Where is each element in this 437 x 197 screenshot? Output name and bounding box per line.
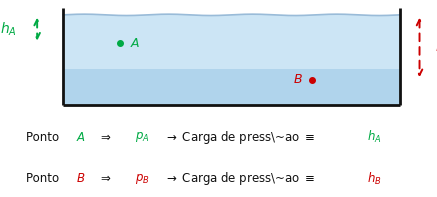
Text: $\mathit{p}_{B}$: $\mathit{p}_{B}$ xyxy=(135,172,150,186)
Text: $\mathit{A}$: $\mathit{A}$ xyxy=(130,37,140,50)
Text: $\Rightarrow$: $\Rightarrow$ xyxy=(94,172,114,185)
Bar xyxy=(63,69,400,105)
Text: $\mathit{h}_{A}$: $\mathit{h}_{A}$ xyxy=(367,129,382,145)
Text: $\mathit{h}_{A}$: $\mathit{h}_{A}$ xyxy=(0,20,17,38)
Text: Ponto: Ponto xyxy=(26,131,63,144)
Text: Ponto: Ponto xyxy=(26,172,63,185)
Text: $\rightarrow$ Carga de press\~ao $\equiv$: $\rightarrow$ Carga de press\~ao $\equiv… xyxy=(160,170,319,187)
Text: $\mathit{A}$: $\mathit{A}$ xyxy=(76,131,87,144)
Text: $\mathit{B}$: $\mathit{B}$ xyxy=(76,172,86,185)
Text: $\mathit{p}_{A}$: $\mathit{p}_{A}$ xyxy=(135,130,150,144)
Text: $\Rightarrow$: $\Rightarrow$ xyxy=(94,131,114,144)
Bar xyxy=(63,15,400,69)
Text: $\mathit{B}$: $\mathit{B}$ xyxy=(293,73,303,86)
Text: $\mathit{h}_{B}$: $\mathit{h}_{B}$ xyxy=(435,39,437,56)
Text: $\mathit{h}_{B}$: $\mathit{h}_{B}$ xyxy=(367,171,382,187)
Text: $\rightarrow$ Carga de press\~ao $\equiv$: $\rightarrow$ Carga de press\~ao $\equiv… xyxy=(160,129,319,146)
